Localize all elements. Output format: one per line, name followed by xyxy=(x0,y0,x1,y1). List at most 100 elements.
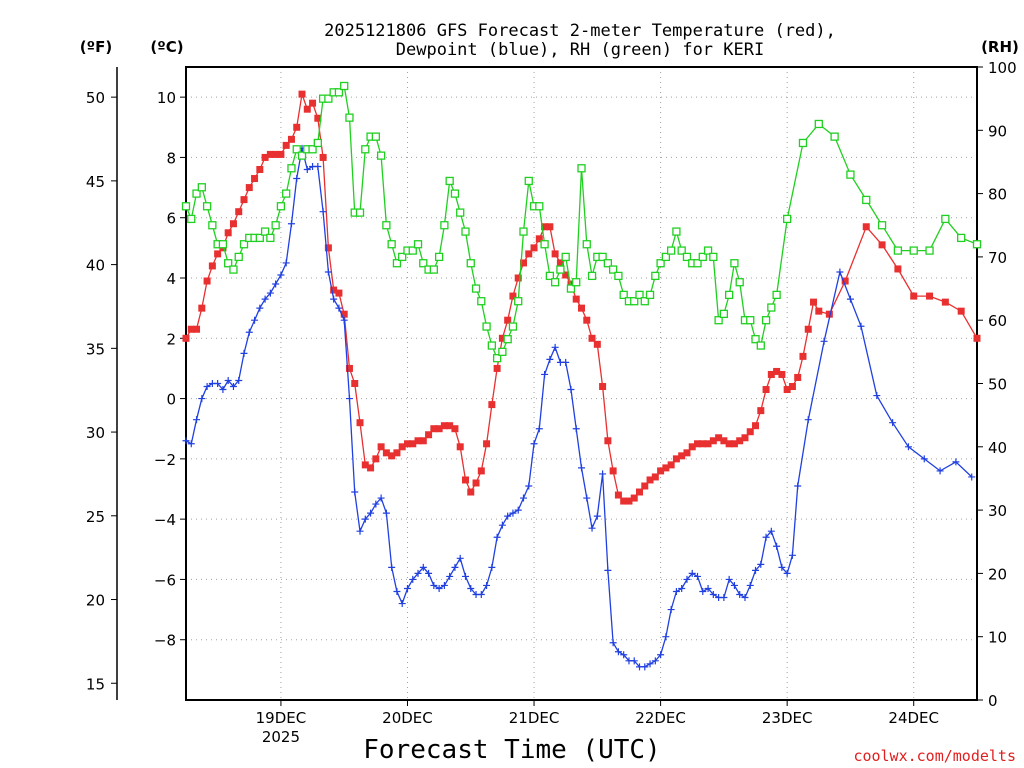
chart-title-line2: Dewpoint (blue), RH (green) for KERI xyxy=(396,40,764,60)
x-tick-label: 22DEC xyxy=(635,709,686,727)
data-point-dewpoint xyxy=(425,569,433,577)
fahrenheit-tick-label: 30 xyxy=(86,424,105,442)
data-point-temperature xyxy=(182,334,190,342)
data-point-rh xyxy=(324,94,333,103)
data-point-temperature xyxy=(382,449,390,457)
data-point-dewpoint xyxy=(266,289,274,297)
data-point-temperature xyxy=(319,153,327,161)
data-point-temperature xyxy=(335,289,343,297)
x-tick-label: 19DEC xyxy=(256,709,307,727)
data-point-rh xyxy=(508,322,518,331)
data-point-dewpoint xyxy=(435,584,443,592)
data-point-dewpoint xyxy=(203,383,211,391)
data-point-temperature xyxy=(440,422,448,430)
data-point-dewpoint xyxy=(414,569,422,577)
data-point-rh xyxy=(972,240,982,249)
data-point-rh xyxy=(719,309,729,319)
data-point-temperature xyxy=(614,491,622,499)
data-point-temperature xyxy=(298,90,306,98)
data-point-rh xyxy=(572,278,581,287)
data-point-dewpoint xyxy=(725,575,733,583)
data-point-dewpoint xyxy=(282,259,290,267)
data-point-dewpoint xyxy=(820,337,828,345)
series-rh xyxy=(181,81,982,363)
data-point-temperature xyxy=(841,277,849,285)
data-point-dewpoint xyxy=(588,524,596,532)
data-point-dewpoint xyxy=(456,554,464,562)
data-point-temperature xyxy=(725,440,733,448)
data-point-rh xyxy=(550,278,560,287)
data-point-temperature xyxy=(630,494,638,502)
data-point-temperature xyxy=(720,437,728,445)
x-tick-label: 23DEC xyxy=(762,709,813,727)
data-point-dewpoint xyxy=(483,581,491,589)
data-point-dewpoint xyxy=(488,563,496,571)
data-point-dewpoint xyxy=(493,533,501,541)
data-point-dewpoint xyxy=(678,584,686,592)
data-point-rh xyxy=(419,259,428,268)
data-point-rh xyxy=(445,176,454,186)
data-point-temperature xyxy=(277,150,285,158)
data-point-temperature xyxy=(488,401,496,409)
chart-title-line1: 2025121806 GFS Forecast 2-meter Temperat… xyxy=(324,21,836,41)
data-point-temperature xyxy=(556,259,564,267)
data-point-rh xyxy=(735,278,744,287)
data-point-rh xyxy=(677,246,686,255)
data-point-dewpoint xyxy=(187,440,195,448)
data-point-temperature xyxy=(910,292,918,300)
data-point-dewpoint xyxy=(572,425,580,433)
data-point-temperature xyxy=(314,114,322,122)
data-point-rh xyxy=(197,183,206,192)
data-point-temperature xyxy=(572,295,580,303)
data-point-dewpoint xyxy=(736,591,744,598)
data-point-dewpoint xyxy=(504,512,512,520)
data-point-temperature xyxy=(282,141,290,149)
data-point-dewpoint xyxy=(398,600,406,608)
data-point-dewpoint xyxy=(551,343,559,351)
data-point-rh xyxy=(503,335,512,344)
data-point-temperature xyxy=(398,443,406,451)
data-point-dewpoint xyxy=(182,437,190,445)
data-point-temperature xyxy=(372,455,380,463)
data-point-rh xyxy=(456,208,465,217)
data-point-dewpoint xyxy=(525,482,533,490)
data-point-temperature xyxy=(567,280,575,288)
data-point-rh xyxy=(292,145,301,154)
data-point-dewpoint xyxy=(382,509,390,517)
data-point-dewpoint xyxy=(788,551,796,559)
data-point-temperature xyxy=(514,274,522,282)
data-point-rh xyxy=(482,322,491,331)
data-point-rh xyxy=(730,259,739,268)
data-point-rh xyxy=(651,271,660,281)
data-point-rh xyxy=(783,214,792,224)
data-point-rh xyxy=(925,246,934,255)
unit-label-fahrenheit: (ºF) xyxy=(80,38,112,56)
data-point-temperature xyxy=(509,292,517,300)
data-point-temperature xyxy=(752,422,760,430)
celsius-tick-label: −8 xyxy=(154,632,176,650)
data-point-rh xyxy=(725,290,734,300)
data-point-rh xyxy=(340,81,349,91)
data-point-temperature xyxy=(767,370,775,378)
data-point-dewpoint xyxy=(752,566,760,574)
data-point-temperature xyxy=(636,488,644,496)
rh-tick-label: 30 xyxy=(988,502,1007,520)
data-point-dewpoint xyxy=(614,648,622,656)
fahrenheit-tick-label: 15 xyxy=(86,675,105,693)
data-point-rh xyxy=(772,290,781,300)
data-point-dewpoint xyxy=(345,395,353,403)
celsius-tick-label: 4 xyxy=(166,270,176,288)
data-point-temperature xyxy=(414,437,422,445)
data-point-dewpoint xyxy=(388,563,396,571)
data-point-temperature xyxy=(530,244,538,252)
data-point-rh xyxy=(282,189,291,198)
data-point-dewpoint xyxy=(546,355,554,363)
data-point-dewpoint xyxy=(440,581,448,589)
data-point-dewpoint xyxy=(630,657,638,665)
data-point-dewpoint xyxy=(261,295,269,303)
data-point-rh xyxy=(313,138,322,148)
data-point-temperature xyxy=(446,422,454,430)
data-point-rh xyxy=(640,297,649,306)
data-point-temperature xyxy=(815,307,823,315)
